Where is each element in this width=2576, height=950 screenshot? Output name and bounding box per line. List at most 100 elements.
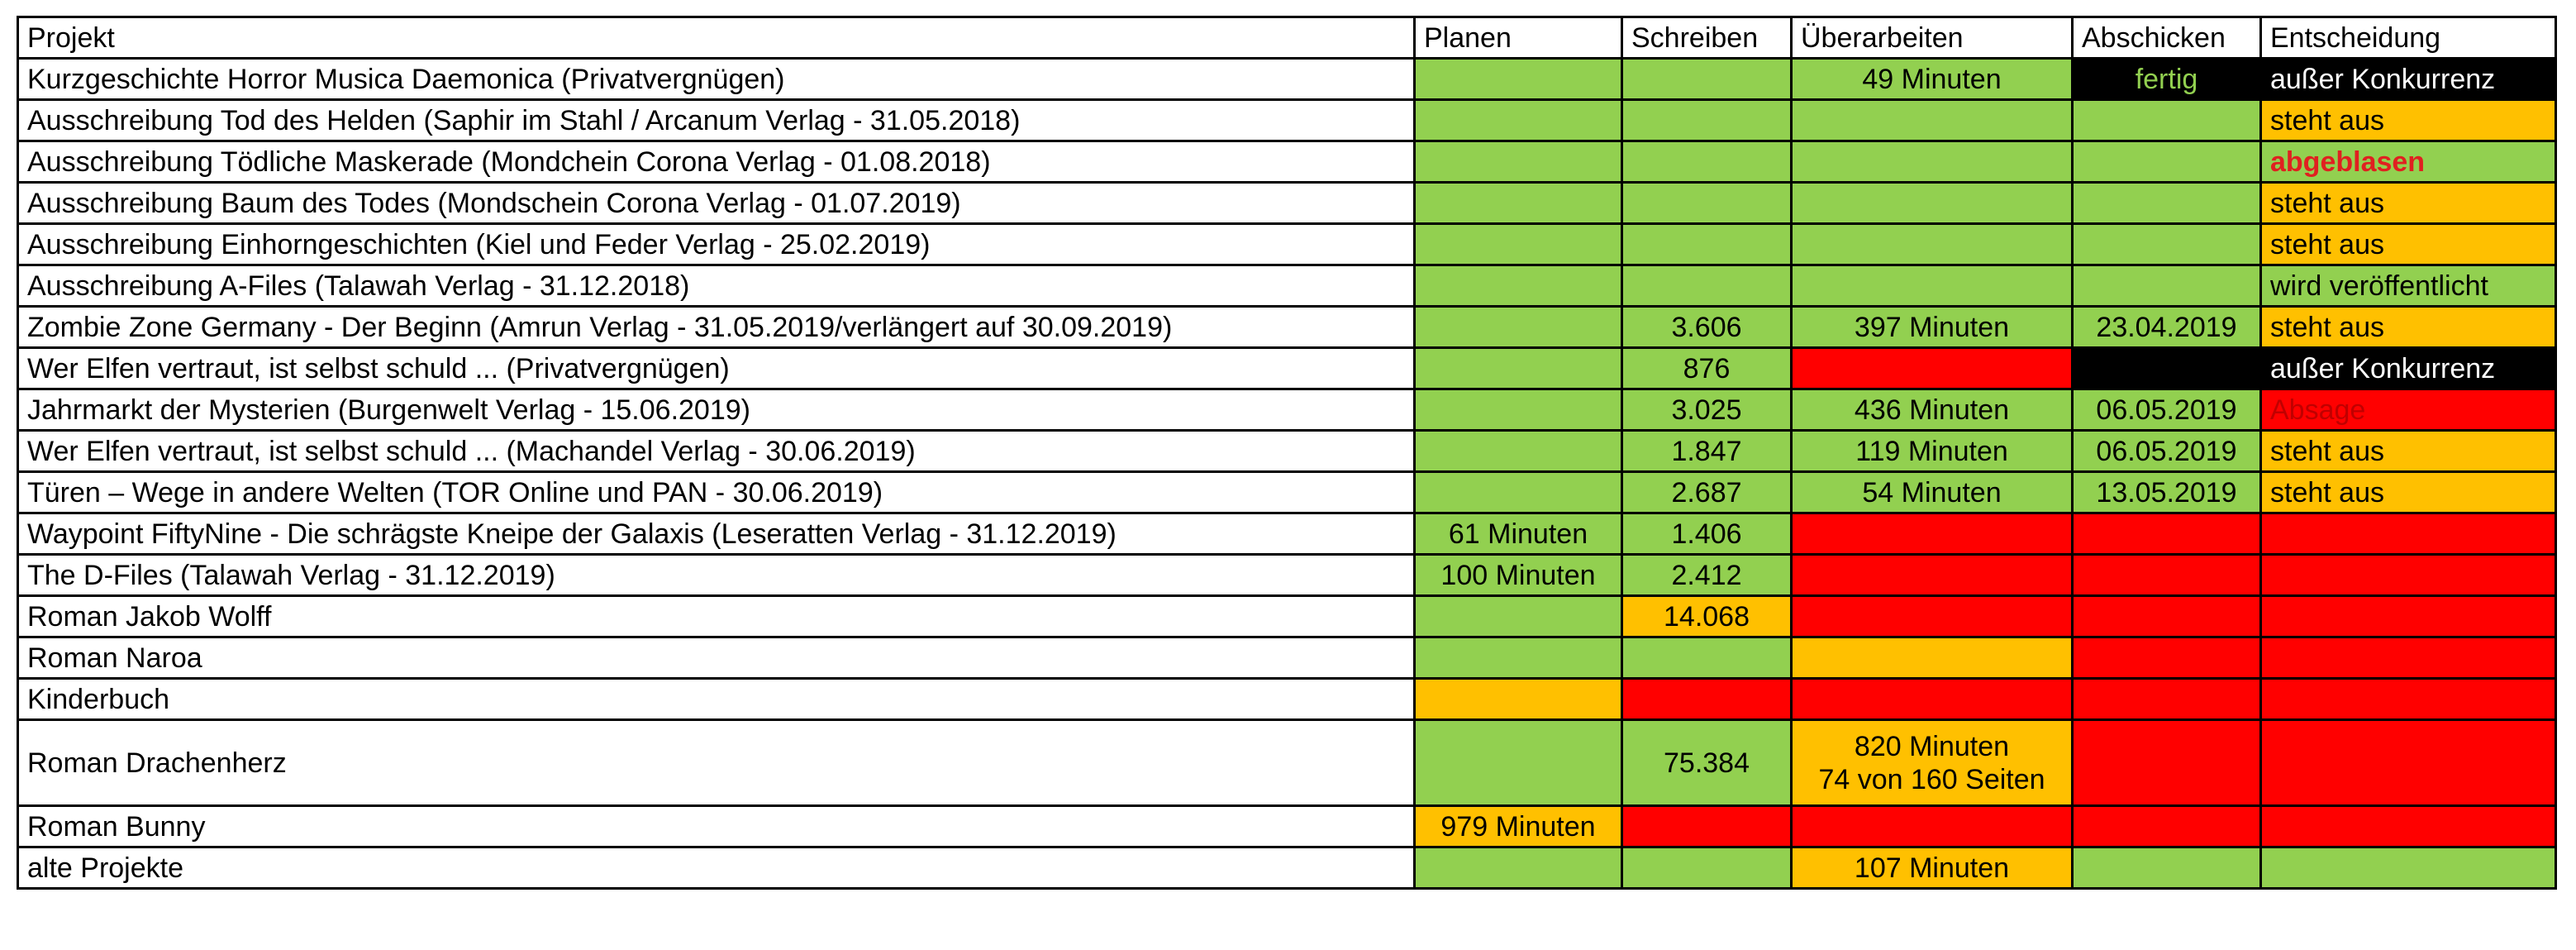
header-ueberarbeiten[interactable]: Überarbeiten	[1790, 16, 2074, 60]
cell-ueberarbeiten[interactable]: 820 Minuten 74 von 160 Seiten	[1790, 718, 2074, 807]
cell-schreiben[interactable]: 1.406	[1621, 512, 1793, 556]
cell-entscheidung[interactable]: steht aus	[2259, 470, 2557, 514]
cell-entscheidung[interactable]	[2259, 594, 2557, 638]
cell-planen[interactable]	[1413, 594, 1623, 638]
cell-schreiben[interactable]	[1621, 636, 1793, 680]
cell-planen[interactable]: 100 Minuten	[1413, 553, 1623, 597]
header-entscheidung[interactable]: Entscheidung	[2259, 16, 2557, 60]
cell-entscheidung[interactable]: steht aus	[2259, 181, 2557, 225]
cell-entscheidung[interactable]: wird veröffentlicht	[2259, 264, 2557, 308]
cell-ueberarbeiten[interactable]	[1790, 140, 2074, 184]
cell-planen[interactable]	[1413, 677, 1623, 721]
cell-entscheidung[interactable]	[2259, 553, 2557, 597]
cell-projekt[interactable]: Ausschreibung Tod des Helden (Saphir im …	[17, 98, 1416, 142]
cell-projekt[interactable]: Waypoint FiftyNine - Die schrägste Kneip…	[17, 512, 1416, 556]
cell-planen[interactable]	[1413, 846, 1623, 890]
cell-projekt[interactable]: Ausschreibung Einhorngeschichten (Kiel u…	[17, 222, 1416, 266]
cell-ueberarbeiten[interactable]: 397 Minuten	[1790, 305, 2074, 349]
cell-entscheidung[interactable]	[2259, 718, 2557, 807]
cell-entscheidung[interactable]: Absage	[2259, 388, 2557, 432]
cell-schreiben[interactable]: 75.384	[1621, 718, 1793, 807]
cell-planen[interactable]: 61 Minuten	[1413, 512, 1623, 556]
cell-schreiben[interactable]	[1621, 98, 1793, 142]
cell-schreiben[interactable]: 3.606	[1621, 305, 1793, 349]
cell-entscheidung[interactable]: steht aus	[2259, 429, 2557, 473]
cell-ueberarbeiten[interactable]	[1790, 512, 2074, 556]
cell-projekt[interactable]: Zombie Zone Germany - Der Beginn (Amrun …	[17, 305, 1416, 349]
cell-projekt[interactable]: The D-Files (Talawah Verlag - 31.12.2019…	[17, 553, 1416, 597]
cell-schreiben[interactable]	[1621, 677, 1793, 721]
cell-ueberarbeiten[interactable]	[1790, 98, 2074, 142]
cell-ueberarbeiten[interactable]	[1790, 594, 2074, 638]
cell-schreiben[interactable]: 2.687	[1621, 470, 1793, 514]
cell-entscheidung[interactable]: steht aus	[2259, 305, 2557, 349]
cell-schreiben[interactable]	[1621, 57, 1793, 101]
cell-ueberarbeiten[interactable]: 436 Minuten	[1790, 388, 2074, 432]
cell-schreiben[interactable]	[1621, 264, 1793, 308]
cell-projekt[interactable]: Wer Elfen vertraut, ist selbst schuld ..…	[17, 346, 1416, 390]
cell-entscheidung[interactable]: steht aus	[2259, 98, 2557, 142]
header-planen[interactable]: Planen	[1413, 16, 1623, 60]
cell-entscheidung[interactable]: steht aus	[2259, 222, 2557, 266]
cell-schreiben[interactable]	[1621, 140, 1793, 184]
cell-abschicken[interactable]: 06.05.2019	[2071, 388, 2262, 432]
cell-planen[interactable]	[1413, 429, 1623, 473]
cell-projekt[interactable]: Roman Naroa	[17, 636, 1416, 680]
cell-ueberarbeiten[interactable]	[1790, 181, 2074, 225]
cell-ueberarbeiten[interactable]	[1790, 636, 2074, 680]
cell-abschicken[interactable]	[2071, 846, 2262, 890]
cell-projekt[interactable]: Wer Elfen vertraut, ist selbst schuld ..…	[17, 429, 1416, 473]
cell-projekt[interactable]: Kinderbuch	[17, 677, 1416, 721]
cell-projekt[interactable]: Roman Drachenherz	[17, 718, 1416, 807]
cell-ueberarbeiten[interactable]	[1790, 264, 2074, 308]
cell-entscheidung[interactable]	[2259, 636, 2557, 680]
cell-entscheidung[interactable]: abgeblasen	[2259, 140, 2557, 184]
cell-abschicken[interactable]	[2071, 677, 2262, 721]
cell-entscheidung[interactable]	[2259, 677, 2557, 721]
cell-ueberarbeiten[interactable]: 107 Minuten	[1790, 846, 2074, 890]
cell-abschicken[interactable]	[2071, 346, 2262, 390]
cell-planen[interactable]	[1413, 57, 1623, 101]
cell-ueberarbeiten[interactable]	[1790, 804, 2074, 848]
cell-ueberarbeiten[interactable]: 119 Minuten	[1790, 429, 2074, 473]
cell-planen[interactable]	[1413, 264, 1623, 308]
cell-ueberarbeiten[interactable]	[1790, 222, 2074, 266]
cell-schreiben[interactable]: 2.412	[1621, 553, 1793, 597]
cell-abschicken[interactable]	[2071, 718, 2262, 807]
cell-ueberarbeiten[interactable]	[1790, 553, 2074, 597]
cell-projekt[interactable]: Kurzgeschichte Horror Musica Daemonica (…	[17, 57, 1416, 101]
cell-planen[interactable]	[1413, 305, 1623, 349]
cell-schreiben[interactable]: 3.025	[1621, 388, 1793, 432]
cell-planen[interactable]	[1413, 140, 1623, 184]
cell-planen[interactable]	[1413, 98, 1623, 142]
cell-projekt[interactable]: Ausschreibung Tödliche Maskerade (Mondch…	[17, 140, 1416, 184]
cell-abschicken[interactable]	[2071, 98, 2262, 142]
cell-abschicken[interactable]: fertig	[2071, 57, 2262, 101]
cell-abschicken[interactable]	[2071, 222, 2262, 266]
cell-abschicken[interactable]	[2071, 264, 2262, 308]
cell-schreiben[interactable]	[1621, 804, 1793, 848]
cell-abschicken[interactable]: 23.04.2019	[2071, 305, 2262, 349]
header-projekt[interactable]: Projekt	[17, 16, 1416, 60]
cell-schreiben[interactable]: 14.068	[1621, 594, 1793, 638]
cell-planen[interactable]	[1413, 470, 1623, 514]
cell-planen[interactable]	[1413, 346, 1623, 390]
cell-abschicken[interactable]: 06.05.2019	[2071, 429, 2262, 473]
header-schreiben[interactable]: Schreiben	[1621, 16, 1793, 60]
cell-entscheidung[interactable]: außer Konkurrenz	[2259, 57, 2557, 101]
cell-entscheidung[interactable]	[2259, 804, 2557, 848]
cell-ueberarbeiten[interactable]: 54 Minuten	[1790, 470, 2074, 514]
cell-entscheidung[interactable]	[2259, 512, 2557, 556]
cell-projekt[interactable]: Ausschreibung A-Files (Talawah Verlag - …	[17, 264, 1416, 308]
cell-abschicken[interactable]	[2071, 594, 2262, 638]
cell-ueberarbeiten[interactable]	[1790, 346, 2074, 390]
cell-entscheidung[interactable]	[2259, 846, 2557, 890]
cell-projekt[interactable]: Türen – Wege in andere Welten (TOR Onlin…	[17, 470, 1416, 514]
cell-schreiben[interactable]	[1621, 222, 1793, 266]
cell-schreiben[interactable]	[1621, 846, 1793, 890]
cell-schreiben[interactable]: 876	[1621, 346, 1793, 390]
cell-planen[interactable]	[1413, 222, 1623, 266]
cell-abschicken[interactable]	[2071, 553, 2262, 597]
cell-abschicken[interactable]	[2071, 512, 2262, 556]
cell-planen[interactable]	[1413, 181, 1623, 225]
